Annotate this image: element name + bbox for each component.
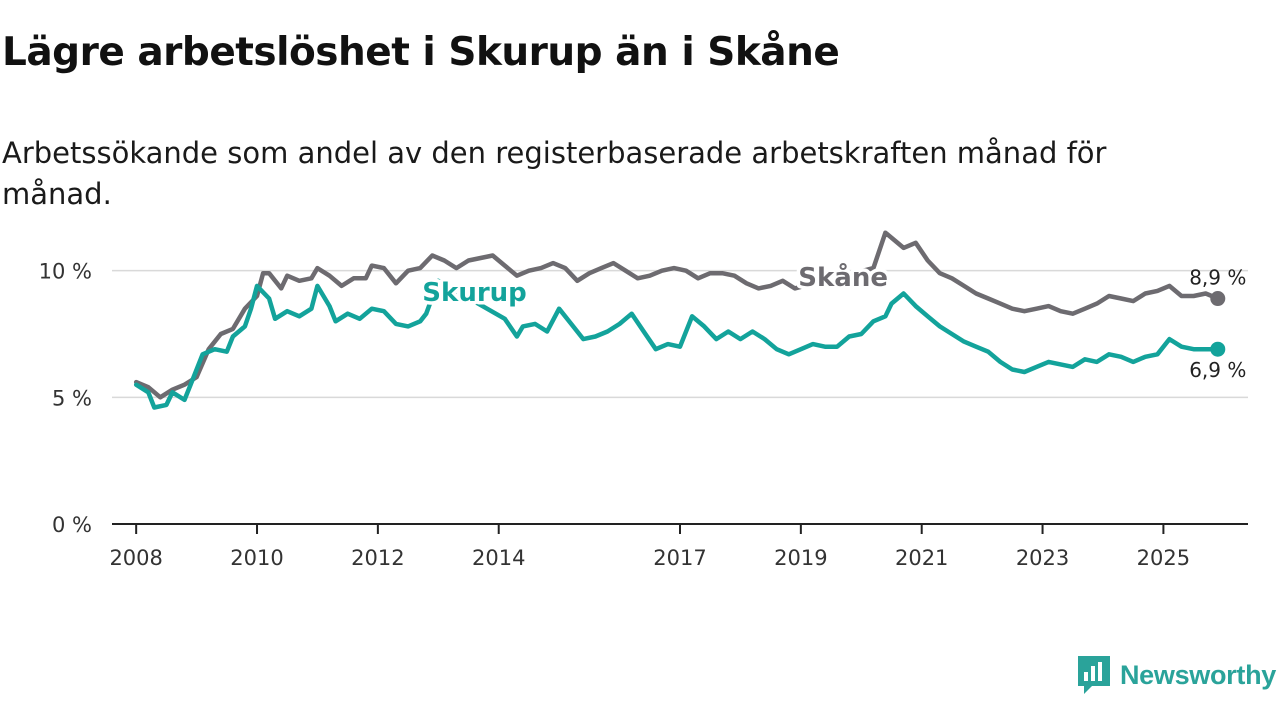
x-tick-label: 2012: [351, 546, 404, 570]
chart-subtitle: Arbetssökande som andel av den registerb…: [2, 136, 1107, 211]
series-name-label: Skurup: [422, 278, 526, 308]
y-tick-label: 10 %: [39, 260, 92, 284]
chart-bubble-icon: [1077, 656, 1110, 694]
x-tick-label: 2019: [774, 546, 827, 570]
series-labels: 8,9 % 6,9 % Skåne Skurup: [419, 257, 1247, 382]
series-line-skane: [133, 230, 1221, 400]
x-tick-label: 2025: [1137, 546, 1190, 570]
series-end-point: [1210, 291, 1226, 307]
x-tick-label: 2010: [230, 546, 283, 570]
series-end-label: 8,9 %: [1189, 266, 1246, 290]
series-end-label: 6,9 %: [1189, 358, 1246, 382]
x-tick-label: 2017: [653, 546, 706, 570]
chart-title: Lägre arbetslöshet i Skurup än i Skåne: [2, 30, 840, 75]
series-end-point: [1210, 341, 1226, 357]
y-tick-label: 5 %: [52, 386, 92, 410]
x-tick-label: 2014: [472, 546, 525, 570]
line-chart: 0 %5 %10 % 2008 2010 2012 2014 2017 2019 2021 2…: [39, 230, 1248, 570]
y-axis-ticks: 0 % 5 % 10 %: [39, 260, 92, 537]
series-line-skurup: [133, 278, 1221, 410]
x-tick-label: 2008: [109, 546, 162, 570]
x-tick-label: 2021: [895, 546, 948, 570]
series-lines: [133, 230, 1226, 410]
series-name-label: Skåne: [798, 261, 888, 293]
y-tick-label: 0 %: [52, 513, 92, 537]
x-tick-label: 2023: [1016, 546, 1069, 570]
x-axis-ticks: 2008 2010 2012 2014 2017 2019 2021 2023 2025: [109, 524, 1190, 570]
brand-logo: Newsworthy: [1076, 654, 1276, 696]
brand-name: Newsworthy: [1119, 659, 1276, 690]
